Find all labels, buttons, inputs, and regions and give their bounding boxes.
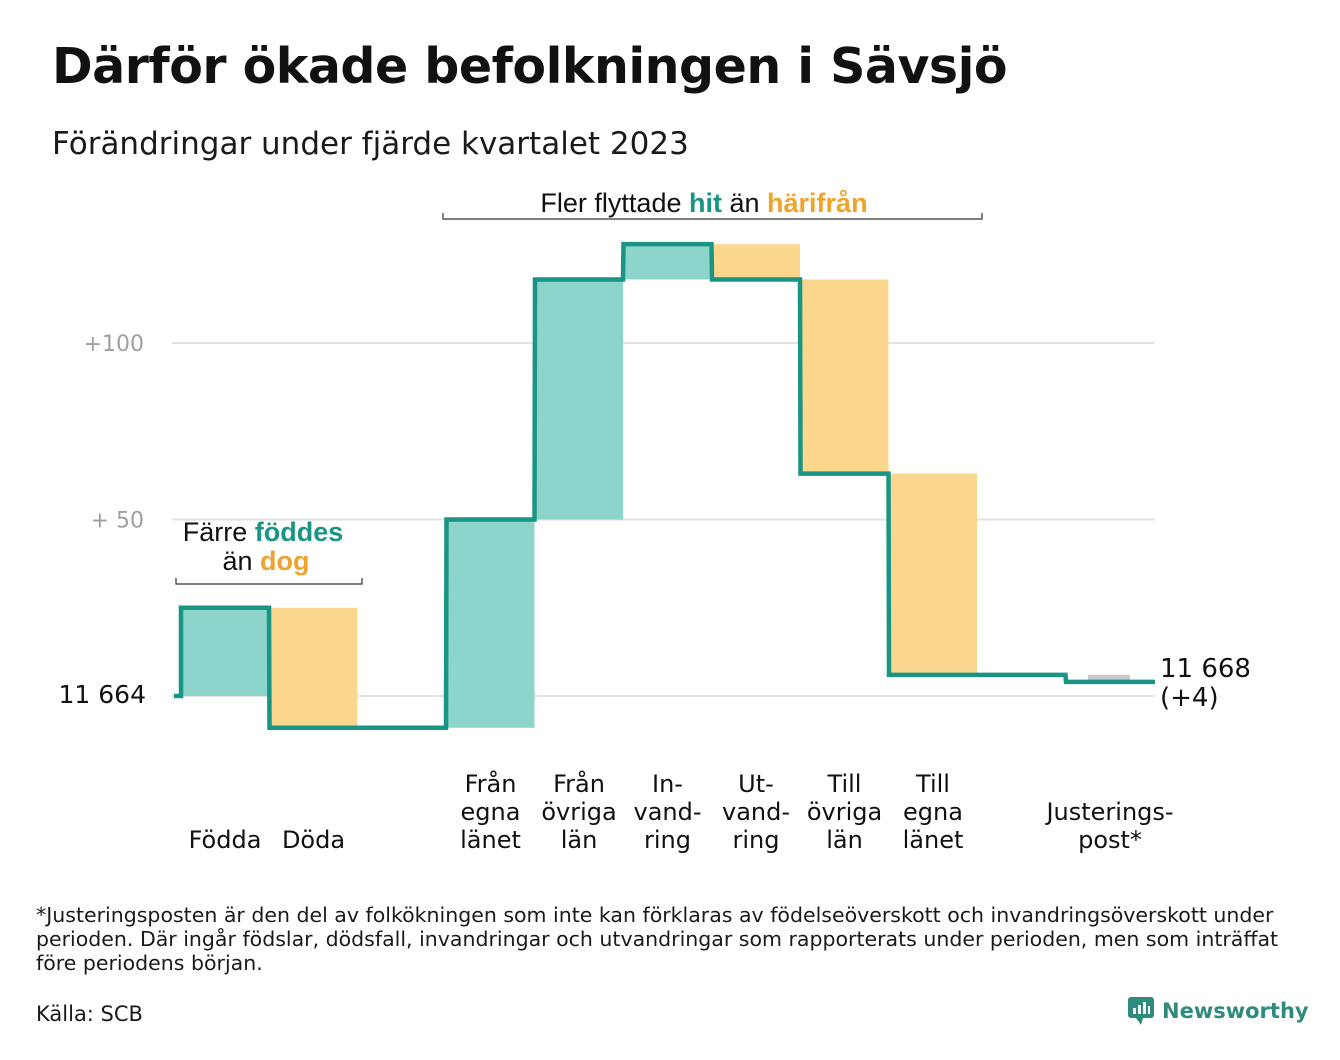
category-label: län	[826, 826, 863, 854]
decrease-bar	[800, 279, 889, 474]
annotation-word: härifrån	[767, 188, 868, 218]
births-bracket	[175, 578, 363, 585]
decrease-bar	[712, 244, 800, 280]
annotation-word: än	[722, 188, 767, 218]
category-label: län	[561, 826, 598, 854]
category-label: egna	[903, 798, 963, 826]
migration-annotation: Fler flyttade hit än härifrån	[540, 188, 867, 218]
adjustment-bar	[1088, 674, 1130, 682]
migration-bracket	[442, 213, 983, 220]
population-step-line	[174, 241, 1155, 731]
category-label: Döda	[282, 826, 345, 854]
annotation-word: Färre	[183, 517, 255, 547]
category-label: övriga	[541, 798, 616, 826]
category-label: Till	[915, 770, 950, 798]
end-change-label: (+4)	[1160, 683, 1219, 713]
category-label: In-	[652, 770, 683, 798]
category-label: övriga	[807, 798, 882, 826]
annotation-word: Fler flyttade	[540, 188, 689, 218]
decrease-bar	[889, 473, 977, 675]
category-label: Födda	[189, 826, 262, 854]
category-label: Från	[465, 769, 517, 798]
increase-bar	[623, 244, 712, 280]
chart-title: Därför ökade befolkningen i Sävsjö	[52, 38, 1008, 95]
category-label: post*	[1078, 826, 1142, 854]
category-label: vand-	[722, 798, 790, 826]
category-label: Ut-	[738, 770, 774, 798]
brand-name: Newsworthy	[1162, 999, 1309, 1023]
y-tick-label: +100	[84, 332, 144, 357]
category-label: ring	[733, 826, 780, 854]
category-label: egna	[461, 798, 521, 826]
category-label: Från	[553, 769, 605, 798]
start-value-label: 11 664	[59, 680, 146, 709]
source-label: Källa: SCB	[36, 1002, 143, 1026]
increase-bar	[446, 519, 535, 728]
annotation-word: dog	[260, 546, 309, 576]
category-label: Till	[827, 770, 862, 798]
brand-logo[interactable]: Newsworthy	[1128, 997, 1309, 1025]
births-annotation-line2: än dog	[222, 546, 309, 576]
end-value-label: 11 668	[1160, 654, 1251, 684]
category-label: vand-	[633, 798, 701, 826]
category-label: ring	[644, 826, 691, 854]
annotation-word: föddes	[255, 517, 344, 547]
category-label: länet	[460, 826, 521, 854]
footnote: *Justeringsposten är den del av folkökni…	[36, 903, 1279, 975]
newsworthy-logo-icon	[1128, 997, 1154, 1025]
y-tick-label: + 50	[91, 509, 144, 534]
annotation-word: hit	[689, 188, 722, 218]
increase-bar	[535, 279, 623, 520]
decrease-bar	[269, 607, 358, 728]
category-label: Justerings-	[1044, 798, 1173, 826]
category-label: länet	[903, 826, 964, 854]
increase-bar	[181, 607, 269, 696]
births-annotation-line1: Färre föddes	[183, 517, 344, 547]
chart-subtitle: Förändringar under fjärde kvartalet 2023	[52, 126, 689, 162]
annotation-word: än	[222, 546, 260, 576]
